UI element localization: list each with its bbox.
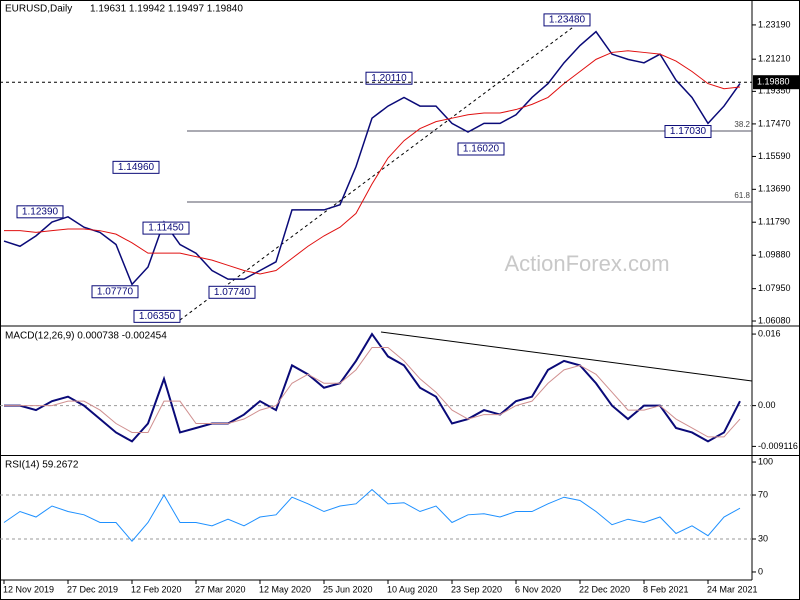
price-box [365,71,413,85]
y-tick-label: 1.07950 [758,283,791,293]
y-tick-label: 1.06080 [758,315,791,325]
x-tick-label: 8 Feb 2021 [643,584,689,594]
current-price-label: 1.19880 [757,77,790,87]
price-box-label: 1.14960 [118,162,155,173]
x-tick-label: 22 Dec 2020 [579,584,630,594]
x-tick-label: 27 Mar 2020 [195,584,246,594]
y-tick-label: 1.21210 [758,54,791,64]
fib-label: 38.2 [734,120,750,129]
price-box-label: 1.07770 [97,286,134,297]
x-tick-label: 23 Sep 2020 [451,584,502,594]
series-line [4,50,741,275]
x-tick-label: 6 Nov 2020 [515,584,561,594]
y-tick-label: 1.13690 [758,184,791,194]
price-box [664,125,712,139]
panel-title: EURUSD,Daily [5,4,72,15]
y-tick-label: 0.016 [758,328,781,338]
series-line [3,30,741,286]
price-box-label: 1.17030 [670,126,707,137]
series-line [4,332,741,443]
y-tick-label: 1.23190 [758,19,791,29]
price-box [91,285,139,299]
price-box-label: 1.16020 [463,144,500,155]
series-line [4,346,741,438]
y-tick-label: 70 [758,489,768,499]
price-box [133,309,181,323]
x-tick-label: 24 Mar 2021 [707,584,758,594]
y-tick-label: 1.09880 [758,250,791,260]
watermark: ActionForex.com [504,251,669,276]
x-tick-label: 12 Feb 2020 [131,584,182,594]
price-box-label: 1.23480 [549,15,586,26]
panel-title: RSI(14) 59.2672 [5,460,79,471]
y-tick-label: 0 [758,566,763,576]
y-tick-label: 100 [758,456,773,466]
trend-line [380,331,753,382]
price-box [16,205,64,219]
price-box [543,13,591,27]
price-box-label: 1.06350 [139,311,176,322]
price-box [208,285,256,299]
y-tick-label: 30 [758,533,768,543]
price-box [142,221,190,235]
x-tick-label: 10 Aug 2020 [387,584,438,594]
x-tick-label: 25 Jun 2020 [323,584,373,594]
fib-label: 61.8 [734,191,750,200]
price-box-label: 1.11450 [148,223,184,234]
y-tick-label: -0.009116 [758,441,798,451]
panel-title: MACD(12,26,9) 0.000738 -0.002454 [5,331,167,342]
y-tick-label: 1.19350 [758,86,791,96]
price-box [457,142,505,156]
price-box [112,160,160,174]
price-box-label: 1.12390 [22,206,59,217]
y-tick-label: 1.17470 [758,118,791,128]
panel-subtitle: 1.19631 1.19942 1.19497 1.19840 [90,4,243,15]
trend-line [179,21,581,321]
y-tick-label: 1.11790 [758,217,790,227]
y-tick-label: 0.00 [758,400,776,410]
x-tick-label: 12 Nov 2019 [3,584,54,594]
series-line [3,488,741,542]
price-box-label: 1.07740 [214,287,251,298]
x-tick-label: 27 Dec 2019 [67,584,118,594]
y-tick-label: 1.15590 [758,151,791,161]
price-box-label: 1.20110 [371,73,407,84]
x-tick-label: 12 May 2020 [259,584,311,594]
current-price-box [753,75,800,90]
